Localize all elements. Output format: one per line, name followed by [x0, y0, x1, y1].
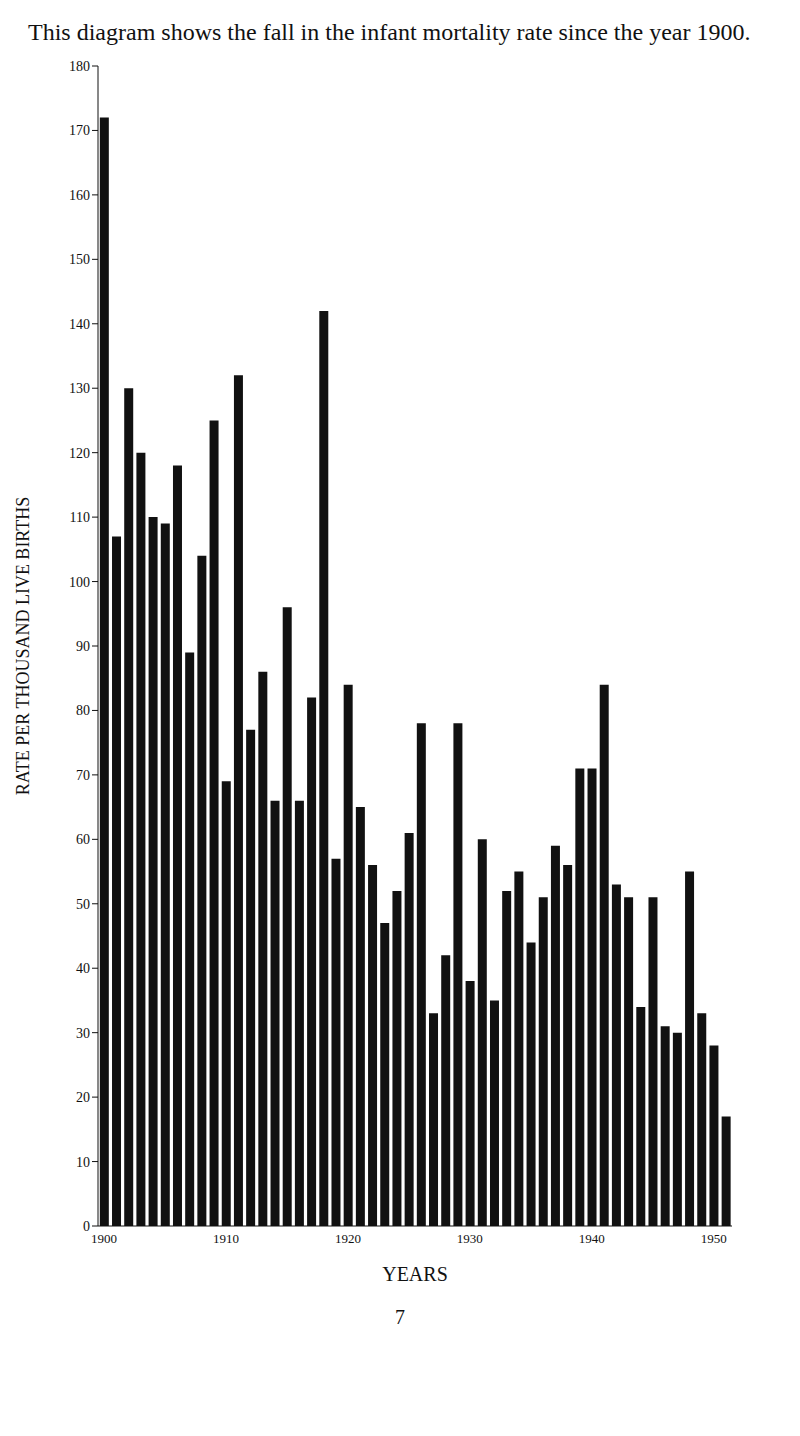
- svg-text:1950: 1950: [701, 1231, 727, 1246]
- svg-text:1920: 1920: [335, 1231, 361, 1246]
- svg-text:140: 140: [69, 317, 90, 332]
- svg-text:30: 30: [76, 1026, 90, 1041]
- svg-text:60: 60: [76, 832, 90, 847]
- svg-text:1910: 1910: [213, 1231, 239, 1246]
- svg-text:110: 110: [70, 510, 90, 525]
- svg-text:150: 150: [69, 252, 90, 267]
- svg-text:1930: 1930: [457, 1231, 483, 1246]
- html-text:This diagram shows the fall in: This diagram shows the fall in the infan…: [28, 19, 751, 45]
- svg-text:0: 0: [83, 1219, 90, 1234]
- svg-text:50: 50: [76, 897, 90, 912]
- svg-text:160: 160: [69, 188, 90, 203]
- svg-text:130: 130: [69, 381, 90, 396]
- svg-text:170: 170: [69, 123, 90, 138]
- svg-text:70: 70: [76, 768, 90, 783]
- svg-text:180: 180: [69, 59, 90, 74]
- svg-text:120: 120: [69, 446, 90, 461]
- svg-text:80: 80: [76, 703, 90, 718]
- svg-text:1900: 1900: [91, 1231, 117, 1246]
- html-text:7: 7: [395, 1306, 405, 1328]
- svg-text:100: 100: [69, 575, 90, 590]
- svg-text:YEARS: YEARS: [382, 1263, 448, 1285]
- svg-text:10: 10: [76, 1155, 90, 1170]
- svg-text:40: 40: [76, 961, 90, 976]
- svg-text:1940: 1940: [579, 1231, 605, 1246]
- svg-text:RATE PER THOUSAND LIVE BIRTHS: RATE PER THOUSAND LIVE BIRTHS: [13, 497, 33, 796]
- svg-text:90: 90: [76, 639, 90, 654]
- svg-text:20: 20: [76, 1090, 90, 1105]
